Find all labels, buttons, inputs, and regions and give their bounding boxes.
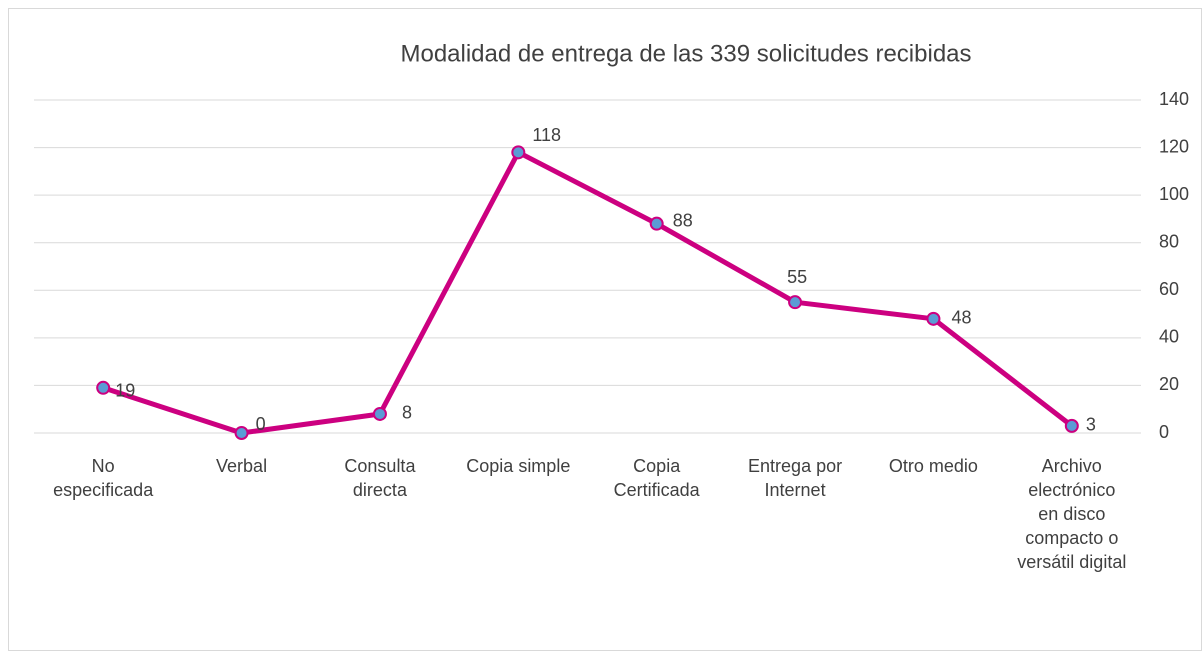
y-tick-label: 0	[1159, 422, 1169, 442]
marker	[788, 295, 803, 310]
marker	[511, 145, 526, 160]
y-tick-label: 60	[1159, 279, 1179, 299]
x-tick-label: No especificada	[53, 456, 154, 500]
data-label: 19	[115, 381, 135, 401]
x-tick-label: Otro medio	[888, 456, 978, 476]
x-tick-label: Consulta directa	[344, 456, 416, 500]
marker	[649, 216, 664, 231]
data-label: 118	[532, 125, 561, 145]
y-tick-label: 40	[1159, 327, 1179, 347]
x-tick-label: Copia Certificada	[613, 456, 700, 500]
x-tick-label: Archivo electrónico en disco compacto o …	[1017, 456, 1127, 572]
data-label: 0	[256, 414, 266, 434]
data-label: 88	[673, 210, 693, 230]
data-label: 48	[951, 308, 971, 328]
y-tick-label: 120	[1159, 136, 1189, 156]
y-tick-label: 100	[1159, 184, 1189, 204]
marker	[926, 311, 941, 326]
data-label: 3	[1086, 415, 1096, 435]
x-tick-label: Copia simple	[466, 456, 571, 476]
marker	[234, 426, 249, 440]
data-label: 8	[402, 403, 412, 423]
y-tick-label: 80	[1159, 231, 1179, 251]
chart-frame	[8, 8, 1202, 651]
marker	[372, 406, 387, 421]
y-tick-label: 20	[1159, 374, 1179, 394]
marker	[96, 380, 111, 395]
data-label: 55	[787, 267, 807, 287]
line	[102, 149, 1074, 436]
marker	[1064, 418, 1079, 433]
y-tick-label: 140	[1159, 89, 1189, 109]
x-tick-label: Entrega por Internet	[748, 456, 843, 500]
x-tick-label: Verbal	[216, 456, 268, 476]
chart-title: Modalidad de entrega de las 339 solicitu…	[400, 40, 971, 67]
